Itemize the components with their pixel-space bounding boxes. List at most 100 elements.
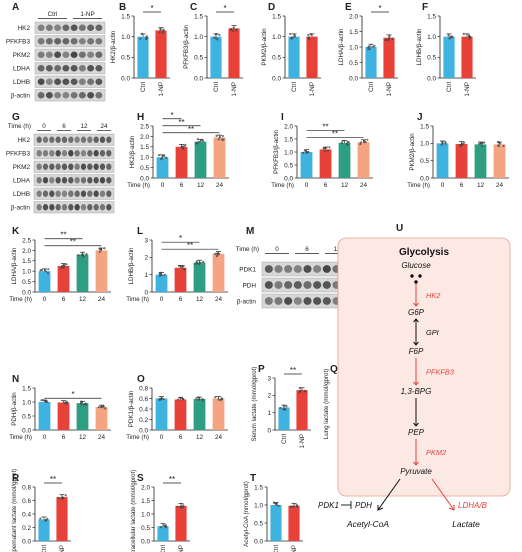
bar-L-0 xyxy=(155,274,168,292)
bar-O-6 xyxy=(174,399,187,430)
blot-band-G xyxy=(93,150,99,157)
bar-N-24 xyxy=(95,407,108,430)
y-tick-label-H: 0.5 xyxy=(140,165,149,172)
data-point-E xyxy=(384,38,387,42)
y-tick-label-D: 0.5 xyxy=(272,55,281,62)
ldh-label: LDHA/B xyxy=(458,501,488,510)
y-tick-label-D: 1.5 xyxy=(272,13,281,20)
bar-E-1-NP xyxy=(383,37,395,78)
y-tick-label-P: 2 xyxy=(267,393,271,400)
data-point-K xyxy=(65,263,68,266)
data-point-I xyxy=(364,141,367,144)
data-point-R xyxy=(44,519,47,522)
blot-band-M xyxy=(274,265,283,273)
data-point-J xyxy=(502,144,505,147)
data-point-P xyxy=(282,408,285,411)
blot-band-G xyxy=(42,136,49,143)
sig-mark-H: ** xyxy=(188,125,194,134)
panel-letter-A: A xyxy=(12,2,19,13)
blot-band-A xyxy=(95,38,103,45)
data-point-O xyxy=(181,398,185,401)
blot-band-G xyxy=(106,204,112,211)
data-point-C xyxy=(229,27,233,31)
blot-row-label-M: PDH xyxy=(243,282,257,289)
y-tick-label-L: 2 xyxy=(144,255,148,262)
acetyl-coa-label: Acetyl-CoA xyxy=(346,519,389,529)
data-point-H xyxy=(196,138,199,141)
data-point-C xyxy=(235,28,238,31)
blot-band-A xyxy=(54,78,62,85)
bar-T-Ctrl xyxy=(270,505,282,541)
x-tick-label-P: 1-NP xyxy=(299,434,306,449)
blot-band-G xyxy=(49,136,55,143)
sig-mark-L: ** xyxy=(187,241,193,250)
bar-R-1-NP xyxy=(56,497,68,541)
bar-B-Ctrl xyxy=(137,36,149,78)
x-tick-label-R: Ctrl xyxy=(41,545,48,552)
data-point-I xyxy=(360,141,363,144)
blot-column-label-A: 1-NP xyxy=(80,11,94,18)
data-point-J xyxy=(497,144,500,147)
blot-band-A xyxy=(62,92,70,99)
y-tick-label-I: 1.0 xyxy=(284,149,293,156)
data-point-F xyxy=(462,32,465,36)
x-axis-prefix-H: Time (h) xyxy=(127,182,150,189)
bar-O-12 xyxy=(193,399,206,430)
blot-band-A xyxy=(62,65,70,72)
data-point-K xyxy=(47,268,50,271)
blot-time-label-M: Time (h) xyxy=(236,246,259,253)
x-tick-label-R: 1-NP xyxy=(59,545,66,552)
y-tick-label-L: 0 xyxy=(144,289,148,296)
blot-row-label-G: β-actin xyxy=(11,205,31,212)
blot-band-G xyxy=(93,204,99,211)
blot-band-G xyxy=(74,150,80,157)
x-tick-label-J: 24 xyxy=(496,182,504,189)
data-point-H xyxy=(181,145,185,148)
x-tick-label-O: 24 xyxy=(215,434,223,441)
y-tick-label-J: 0.5 xyxy=(420,158,429,165)
chart-F: 0.0 0.5 1.0 1.5 LDHB/β-actin Ctrl 1-NP xyxy=(416,13,476,97)
chart-K: 0.0 0.5 1.0 1.5 2.0 2.5 LDHA/β-actin 0 6 12 24 Time… xyxy=(9,231,111,303)
blot-band-G xyxy=(61,177,68,184)
y-tick-label-K: 0.0 xyxy=(22,289,31,296)
blot-band-G xyxy=(99,190,106,197)
blot-band-A xyxy=(70,24,78,31)
data-point-L xyxy=(214,252,217,255)
data-point-E xyxy=(388,35,391,38)
x-tick-label-B: Ctrl xyxy=(140,82,147,92)
blot-column-label-A: Ctrl xyxy=(48,11,58,18)
blot-band-G xyxy=(68,163,74,170)
y-axis-label-T: Acetyl-CoA (nmol/gprot) xyxy=(243,481,250,547)
data-point-R xyxy=(57,496,60,499)
blot-band-G xyxy=(68,190,74,197)
blot-band-G xyxy=(61,190,68,197)
data-point-O xyxy=(198,397,201,401)
sig-mark-L: * xyxy=(179,234,182,243)
panel-letter-I: I xyxy=(281,112,284,123)
bar-J-0 xyxy=(436,143,449,178)
blot-band-M xyxy=(313,265,322,273)
data-point-H xyxy=(195,142,199,145)
blot-band-G xyxy=(93,190,99,197)
data-point-K xyxy=(103,247,106,250)
y-tick-label-P: 0 xyxy=(267,427,271,434)
blot-band-A xyxy=(45,65,53,72)
pdh-arrowhead xyxy=(377,505,384,511)
blot-column-label-G: 6 xyxy=(62,123,66,130)
x-tick-label-S: 1-NP xyxy=(178,545,185,552)
blot-band-A xyxy=(95,78,103,85)
blot-band-M xyxy=(303,281,312,289)
data-point-P xyxy=(303,389,306,392)
x-tick-label-H: 6 xyxy=(180,182,184,189)
blot-band-M xyxy=(313,281,322,289)
data-point-C xyxy=(232,26,235,30)
panel-letter-F: F xyxy=(422,2,428,13)
y-axis-label-B: HK2/β-actin xyxy=(110,30,117,63)
data-point-K xyxy=(62,266,65,269)
blot-band-G xyxy=(87,190,93,197)
blot-band-G xyxy=(80,150,87,157)
blot-band-A xyxy=(62,51,70,58)
blot-band-M xyxy=(313,297,322,305)
bar-K-6 xyxy=(57,266,70,292)
blot-band-A xyxy=(87,65,95,72)
